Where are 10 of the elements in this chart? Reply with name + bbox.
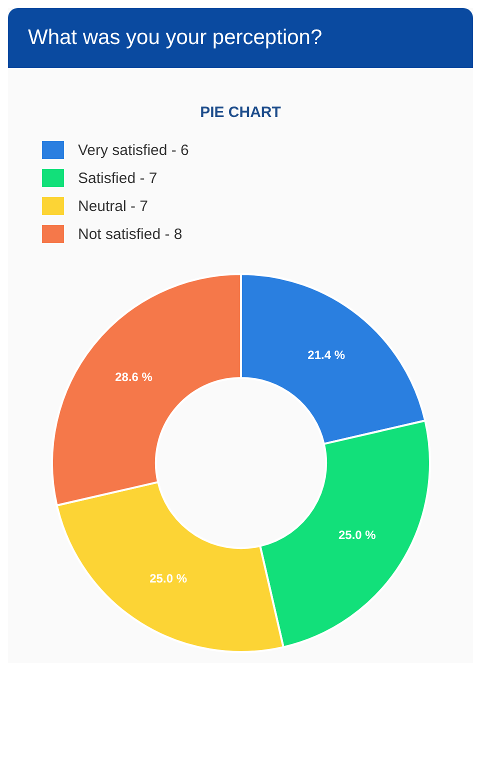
legend-label: Not satisfied - 8	[78, 226, 182, 242]
chart-title: What was you your perception?	[8, 8, 473, 68]
chart-subtitle: PIE CHART	[199, 104, 282, 121]
legend-label: Very satisfied - 6	[78, 142, 189, 158]
legend-label: Neutral - 7	[78, 198, 148, 214]
data-label: 21.4 %	[307, 348, 345, 362]
data-label: 28.6 %	[114, 370, 152, 384]
data-label: 25.0 %	[338, 528, 376, 542]
legend-label: Satisfied - 7	[78, 170, 158, 186]
data-label: 25.0 %	[149, 571, 187, 586]
